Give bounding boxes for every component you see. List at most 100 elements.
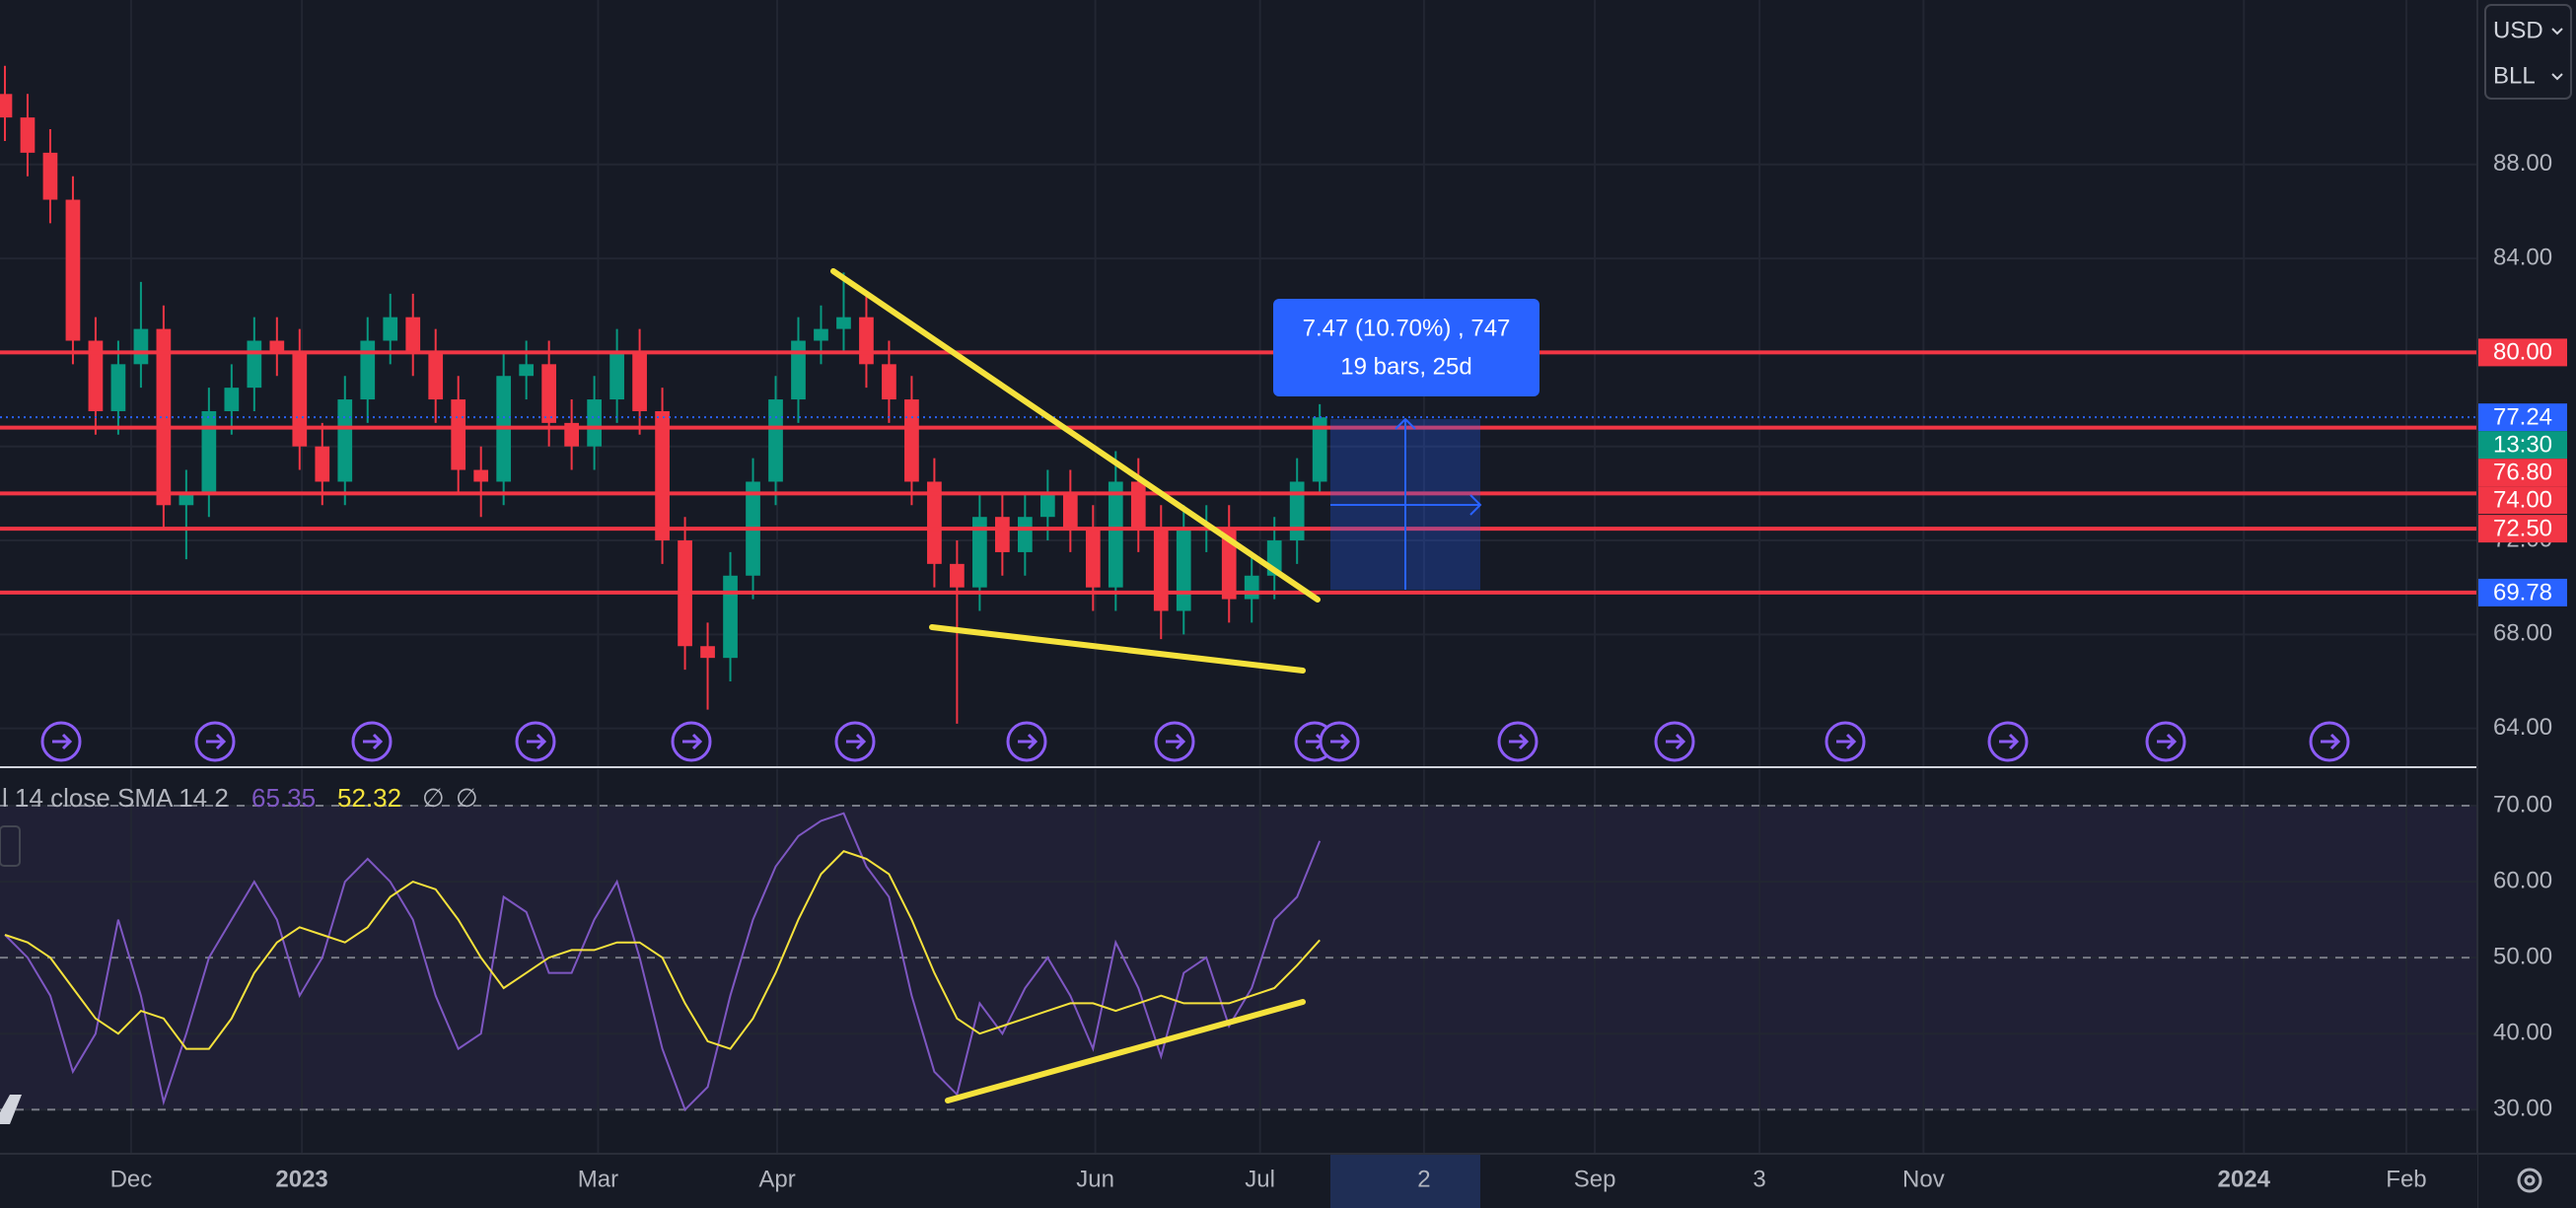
x-tick-label: 2 [1417,1166,1430,1192]
candle-body [587,399,602,447]
candle-body [224,388,240,411]
candle-body [814,328,828,341]
level-label-box [2478,338,2567,367]
last-price-label: 77.24 [2493,404,2552,431]
x-tick-label: Apr [758,1166,795,1192]
level-label-box [2478,459,2567,487]
candle-body [1244,575,1259,600]
legend-value: 65.35 [251,783,316,813]
measure-label: 7.47 (10.70%) , 747 [1303,315,1511,341]
candle-body [1221,529,1237,600]
candle-body [1153,529,1169,611]
countdown-label: 13:30 [2493,432,2552,459]
x-tick-label: Jul [1245,1166,1275,1192]
y-tick-label: 50.00 [2493,943,2552,969]
currency-selector[interactable]: USD [2493,17,2543,43]
event-icon-arrow [846,733,867,750]
level-label-box [2478,515,2567,543]
candle-body [1176,529,1191,611]
indicator-line [4,850,1321,1050]
candle-body [156,328,172,506]
legend-value: 52.32 [337,783,401,813]
y-tick-label: 40.00 [2493,1020,2552,1046]
event-icon-arrow [1666,733,1686,750]
candle-body [1130,481,1146,530]
y-tick-label: 64.00 [2493,714,2552,741]
event-icon-arrow [1836,733,1857,750]
measure-label-box [1273,299,1539,396]
x-tick-label: 2023 [275,1166,327,1192]
event-icon-arrow [1999,733,2020,750]
measure-arrow-head [1395,417,1416,430]
candle-body [110,364,126,411]
y-tick-label: 68.00 [2493,620,2552,647]
candle-body [882,364,896,400]
event-icon-arrow [1509,733,1530,750]
y-tick-label: 30.00 [2493,1096,2552,1122]
level-label: 74.00 [2493,487,2552,514]
y-tick-label: 84.00 [2493,244,2552,270]
last-price-label-box [2478,403,2567,432]
event-icon-arrow [1018,733,1038,750]
candle-body [315,446,330,482]
candle-body [541,364,557,423]
candle-body [904,399,919,482]
indicator-line [4,812,1322,1112]
measure-arrow-head [1469,494,1482,516]
trend-line [945,999,1306,1103]
level-label: 76.80 [2493,460,2552,486]
candle-body [269,340,285,353]
selector-box[interactable] [2484,4,2572,100]
candle-body [20,117,36,153]
candle-body [1312,417,1327,482]
candle-body [1289,481,1305,541]
candle-body [609,352,624,400]
trend-line [830,268,1321,603]
candle-body [1062,493,1078,530]
time-axis-bg [0,1154,2477,1208]
level-label-box [2478,578,2567,606]
event-icon-arrow [1330,733,1351,750]
candle-body [383,317,398,341]
candle-body [133,328,149,365]
countdown-label-box [2478,431,2567,460]
candle-body [791,340,806,400]
candle-body [42,152,58,200]
x-tick-label: Jun [1076,1166,1114,1192]
candle-body [1018,517,1033,552]
legend-toggle[interactable] [0,825,21,867]
candle-body [65,199,81,341]
candle-body [201,410,217,494]
candle-body [292,352,308,447]
candle-body [859,317,874,365]
event-icon-arrow [1166,733,1186,750]
candle-body [632,352,647,411]
symbol-selector[interactable]: BLL [2493,62,2536,89]
level-label: 69.78 [2493,579,2552,605]
x-tick-label: Dec [110,1166,153,1192]
x-tick-label: Mar [578,1166,618,1192]
y-tick-label: 88.00 [2493,150,2552,177]
settings-icon[interactable] [2517,1168,2542,1193]
candle-body [428,352,444,400]
dropdown-caret [2551,28,2563,81]
legend-extra: ∅ [422,783,445,813]
candle-body [927,481,942,564]
x-tick-label: 2024 [2218,1166,2271,1192]
candle-body [0,94,13,118]
candle-body [700,646,715,659]
candle-body [519,364,535,377]
candle-body [972,517,987,588]
indicator-legend: l 14 close SMA 14 2 [2,783,229,813]
marks-layer [0,65,2477,1112]
level-label-box [2478,486,2567,515]
candle-body [88,340,104,411]
settings-icon-center [2524,1174,2536,1186]
level-label: 80.00 [2493,339,2552,366]
event-icon-arrow [363,733,384,750]
event-icon-arrow [527,733,547,750]
legend-extra: ∅ [456,783,478,813]
